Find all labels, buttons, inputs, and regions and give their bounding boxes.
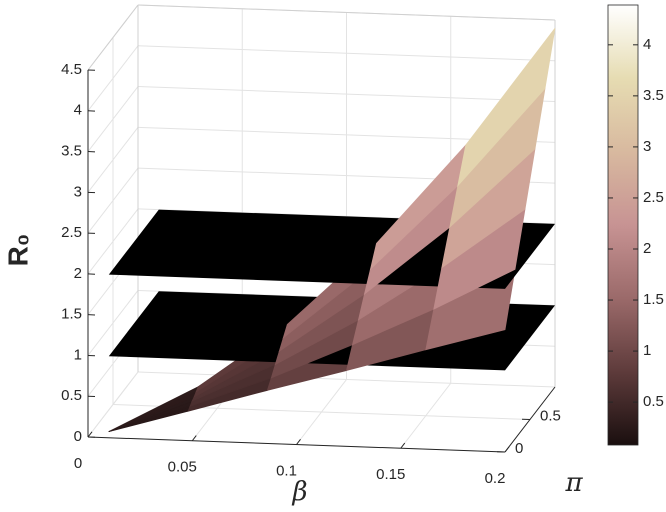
x-tick-label: 0.15 <box>376 466 405 483</box>
colorbar-tick-label: 4 <box>643 36 651 53</box>
x-tick-label: 0 <box>74 455 82 472</box>
colorbar-tick-label: 1.5 <box>643 291 664 308</box>
y-tick-label: 0.5 <box>540 407 561 424</box>
x-axis-label: β <box>291 477 307 507</box>
grid-line <box>137 86 556 103</box>
grid-line <box>137 45 556 62</box>
grid-line <box>87 127 139 193</box>
grid-line <box>137 371 556 388</box>
x-tick <box>296 438 301 445</box>
y-axis-label: π <box>564 468 583 498</box>
x-tick-label: 0.05 <box>168 459 197 476</box>
grid-line <box>87 45 139 112</box>
z-tick-label: 4 <box>74 102 82 119</box>
z-tick-label: 4.5 <box>61 61 82 78</box>
z-tick-label: 2.5 <box>61 224 82 241</box>
colorbar <box>607 4 639 446</box>
surface <box>108 27 556 432</box>
z-axis-label: R₀ <box>2 234 33 267</box>
surface-cell <box>457 27 556 188</box>
colorbar-tick-label: 0.5 <box>643 393 664 410</box>
colorbar-tick-label: 2.5 <box>643 189 664 206</box>
z-tick-label: 2 <box>74 265 82 282</box>
z-tick-label: 0 <box>74 428 82 445</box>
axes: 0 0.05 0.1 0.15 0.2 0 0.5 0 0.5 1 1.5 2 2.5 3 3.5 4 4.5 0… <box>61 4 664 487</box>
grid-line <box>87 167 139 234</box>
box-edge <box>87 4 139 71</box>
x-tick <box>191 435 197 442</box>
x-tick <box>87 431 93 438</box>
y-tick-label: 0 <box>515 440 523 457</box>
colorbar-tick-label: 1 <box>643 342 651 359</box>
colorbar-tick-label: 2 <box>643 240 651 257</box>
x-tick-label: 0.2 <box>485 470 506 487</box>
z-tick-label: 1.5 <box>61 306 82 323</box>
x-tick <box>400 442 406 449</box>
grid-line <box>87 290 139 356</box>
z-tick-label: 0.5 <box>61 387 82 404</box>
grid-line <box>87 86 139 152</box>
x-tick-label: 0.1 <box>276 462 297 479</box>
colorbar-tick-label: 3.5 <box>643 87 664 104</box>
x-tick <box>504 446 510 453</box>
z-tick-label: 3 <box>74 183 82 200</box>
box-edge <box>137 4 556 21</box>
z-tick-label: 3.5 <box>61 143 82 160</box>
z-tick-label: 1 <box>74 346 82 363</box>
colorbar-tick-label: 3 <box>643 138 651 155</box>
grid-line <box>87 208 139 275</box>
grid-line <box>87 371 139 438</box>
